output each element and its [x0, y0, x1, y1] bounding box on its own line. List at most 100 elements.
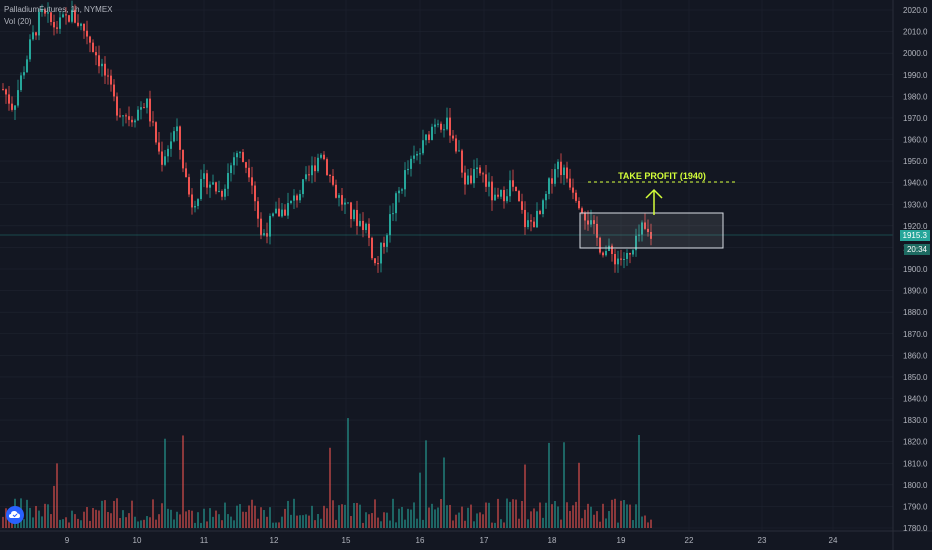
- tradingview-cloud-icon[interactable]: [6, 506, 24, 524]
- candle-body: [551, 178, 553, 184]
- candle-body: [278, 208, 280, 217]
- take-profit-label: TAKE PROFIT (1940): [618, 171, 706, 181]
- volume-bar: [359, 504, 361, 528]
- volume-bar: [611, 499, 613, 528]
- volume-bar: [164, 438, 166, 528]
- candle-body: [314, 165, 316, 172]
- price-tick: 1880.0: [903, 308, 928, 317]
- volume-bar: [629, 504, 631, 528]
- volume-bar: [377, 517, 379, 528]
- volume-bar: [644, 515, 646, 528]
- volume-bar: [395, 522, 397, 528]
- volume-bar: [212, 516, 214, 528]
- candle-body: [263, 233, 265, 236]
- volume-bar: [71, 510, 73, 528]
- volume-bar: [533, 508, 535, 528]
- candle-body: [611, 245, 613, 255]
- volume-bar: [488, 502, 490, 528]
- volume-bar: [578, 462, 580, 528]
- candle-body: [368, 223, 370, 238]
- countdown-tag: 20:34: [903, 244, 930, 255]
- volume-bar: [269, 507, 271, 528]
- volume-bar: [428, 507, 430, 528]
- candle-body: [203, 173, 205, 180]
- volume-bar: [542, 517, 544, 528]
- volume-bar: [125, 517, 127, 528]
- candle-body: [2, 89, 4, 91]
- candle-body: [557, 161, 559, 170]
- candle-body: [431, 126, 433, 141]
- symbol-title[interactable]: PalladiumFutures, 1h, NYMEX: [4, 5, 113, 14]
- volume-bar: [113, 500, 115, 528]
- volume-bar: [65, 517, 67, 528]
- volume-bar: [455, 514, 457, 528]
- volume-bar: [374, 499, 376, 528]
- candle-body: [467, 175, 469, 185]
- volume-bar: [119, 517, 121, 528]
- volume-bar: [137, 521, 139, 528]
- candle-body: [224, 188, 226, 197]
- time-tick: 15: [342, 536, 351, 545]
- volume-bar: [47, 504, 49, 528]
- volume-bar: [560, 519, 562, 528]
- volume-bar: [365, 512, 367, 528]
- volume-bar: [521, 500, 523, 528]
- volume-bar: [341, 504, 343, 528]
- volume-bar: [251, 499, 253, 528]
- volume-bar: [416, 518, 418, 528]
- volume-bar: [515, 499, 517, 528]
- candle-body: [626, 252, 628, 259]
- price-tick: 1980.0: [903, 92, 928, 101]
- candle-body: [155, 122, 157, 143]
- candle-body: [617, 258, 619, 265]
- candle-body: [116, 96, 118, 116]
- candle-body: [218, 190, 220, 192]
- candle-body: [62, 14, 64, 18]
- volume-bar: [59, 519, 61, 528]
- volume-bar: [383, 512, 385, 528]
- candle-body: [260, 218, 262, 236]
- volume-bar: [278, 522, 280, 528]
- volume-bar: [116, 498, 118, 528]
- candle-body: [179, 126, 181, 150]
- candle-body: [209, 184, 211, 188]
- volume-bar: [140, 520, 142, 528]
- volume-bar: [221, 520, 223, 528]
- volume-bar: [620, 500, 622, 528]
- candle-body: [398, 190, 400, 194]
- candle-body: [332, 176, 334, 185]
- candle-body: [584, 213, 586, 221]
- volume-bar: [326, 508, 328, 528]
- candle-body: [599, 237, 601, 253]
- volume-bar: [332, 500, 334, 528]
- volume-indicator-label[interactable]: Vol (20): [4, 17, 32, 26]
- candle-body: [149, 98, 151, 122]
- volume-bar: [347, 418, 349, 528]
- candle-body: [80, 23, 82, 26]
- candle-body: [299, 194, 301, 201]
- volume-bar: [104, 500, 106, 528]
- candle-body: [158, 142, 160, 152]
- candle-body: [335, 184, 337, 198]
- volume-bar: [596, 511, 598, 528]
- volume-bar: [572, 505, 574, 528]
- candle-body: [206, 173, 208, 188]
- candle-body: [395, 193, 397, 214]
- price-tick: 1830.0: [903, 416, 928, 425]
- volume-bar: [131, 500, 133, 528]
- candle-body: [470, 175, 472, 184]
- candle-body: [269, 215, 271, 237]
- candle-body: [539, 210, 541, 215]
- grid: [0, 0, 893, 531]
- candle-body: [281, 209, 283, 217]
- candle-body: [635, 235, 637, 251]
- candle-body: [95, 52, 97, 56]
- volume-bar: [323, 505, 325, 528]
- candle-body: [443, 129, 445, 131]
- candle-body: [128, 116, 130, 120]
- candle-body: [302, 179, 304, 195]
- volume-bar: [362, 522, 364, 528]
- candle-body: [338, 195, 340, 198]
